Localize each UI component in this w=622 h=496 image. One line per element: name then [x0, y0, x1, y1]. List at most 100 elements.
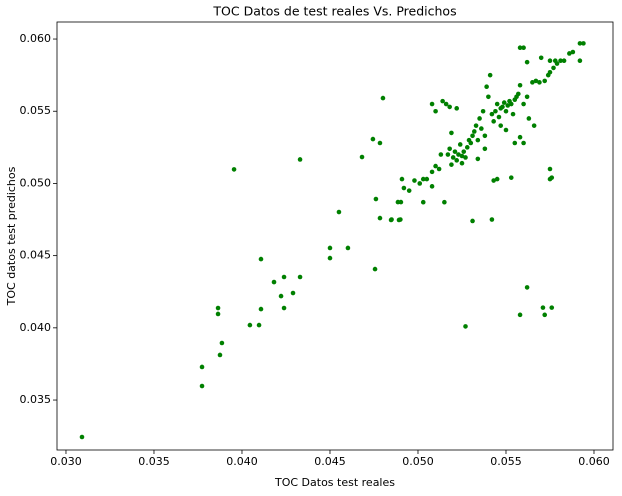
point — [468, 140, 474, 146]
point — [436, 166, 442, 172]
point — [443, 101, 449, 107]
point — [290, 290, 296, 296]
point — [389, 217, 394, 222]
point — [401, 185, 407, 191]
point — [345, 245, 351, 251]
y-tick-label: 0.055 — [20, 104, 52, 117]
point — [517, 82, 523, 88]
point — [508, 175, 514, 180]
point — [281, 305, 287, 311]
point — [429, 184, 435, 189]
point — [281, 274, 287, 280]
point — [447, 146, 452, 152]
point — [459, 160, 465, 166]
point — [470, 133, 475, 139]
point — [464, 145, 470, 150]
point — [549, 305, 555, 310]
point — [547, 166, 553, 172]
point — [215, 305, 221, 311]
point — [577, 58, 583, 63]
point — [503, 127, 509, 133]
point — [377, 140, 383, 146]
point — [456, 152, 461, 157]
point — [493, 108, 498, 114]
point — [297, 157, 303, 162]
point — [491, 178, 496, 183]
point — [380, 95, 386, 101]
point — [508, 101, 514, 107]
x-axis-label: TOC Datos test reales — [274, 476, 395, 489]
point — [359, 154, 365, 160]
point — [429, 101, 435, 107]
point — [533, 78, 539, 84]
point — [480, 108, 486, 114]
point — [336, 209, 342, 215]
point — [420, 199, 426, 205]
point — [447, 104, 452, 110]
point — [521, 45, 526, 51]
point — [500, 104, 505, 110]
point — [542, 78, 548, 84]
point — [398, 199, 404, 205]
point — [477, 116, 482, 121]
point — [278, 293, 284, 299]
point — [501, 100, 507, 105]
y-tick-label: 0.060 — [20, 32, 52, 45]
point — [457, 142, 463, 147]
point — [561, 58, 567, 63]
point — [521, 140, 526, 146]
point — [567, 51, 572, 56]
point — [517, 45, 523, 51]
point — [449, 130, 454, 136]
point — [482, 146, 488, 152]
point — [199, 364, 205, 370]
point — [538, 55, 544, 61]
x-tick-label: 0.040 — [226, 455, 258, 468]
point — [482, 133, 488, 139]
x-tick-label: 0.045 — [314, 455, 346, 468]
point — [552, 58, 558, 63]
point — [551, 65, 556, 71]
point — [461, 149, 467, 154]
x-tick-label: 0.030 — [50, 455, 82, 468]
point — [498, 123, 504, 128]
point — [542, 312, 548, 318]
point — [433, 163, 438, 169]
chart-title: TOC Datos de test reales Vs. Predichos — [212, 4, 456, 19]
point — [327, 255, 333, 261]
point — [449, 162, 454, 167]
point — [440, 98, 445, 104]
point — [486, 94, 491, 100]
point — [454, 106, 460, 111]
point — [219, 340, 225, 346]
point — [524, 285, 530, 290]
y-tick-label: 0.045 — [20, 249, 52, 262]
point — [547, 176, 553, 182]
point — [479, 126, 484, 131]
point — [517, 312, 523, 318]
point — [494, 101, 500, 107]
point — [516, 91, 521, 97]
point — [424, 176, 430, 182]
point — [581, 41, 586, 46]
point — [524, 94, 530, 100]
point — [475, 156, 481, 162]
point — [570, 49, 576, 55]
point — [247, 322, 253, 328]
point — [399, 176, 405, 182]
point — [521, 101, 526, 107]
point — [505, 103, 511, 108]
point — [577, 41, 583, 46]
x-tick-label: 0.035 — [138, 455, 170, 468]
point — [510, 111, 516, 117]
point — [537, 80, 542, 85]
point — [454, 158, 460, 163]
point — [420, 176, 426, 182]
point — [370, 136, 376, 142]
x-tick-label: 0.060 — [578, 455, 610, 468]
point — [472, 129, 477, 134]
point — [297, 274, 303, 280]
y-tick-label: 0.040 — [20, 321, 52, 334]
point — [377, 215, 383, 221]
